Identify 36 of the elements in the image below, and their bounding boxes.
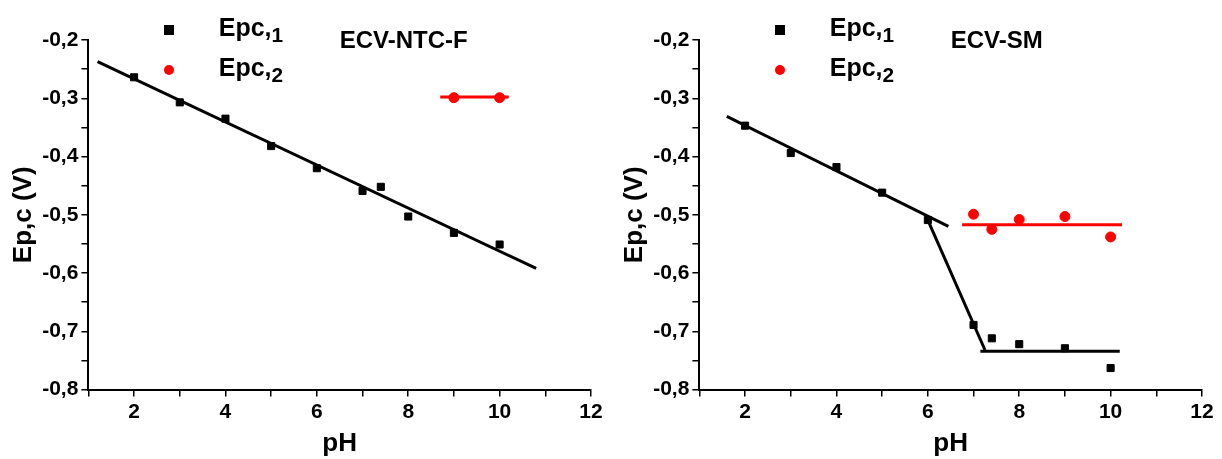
y-tick-label: -0,3 — [653, 85, 690, 109]
chart-title: ECV-NTC-F — [339, 26, 468, 54]
y-tick-label: -0,8 — [653, 376, 690, 400]
x-tick-label: 12 — [579, 399, 603, 422]
x-tick-label: 8 — [1013, 399, 1026, 422]
y-tick-label: -0,2 — [42, 26, 79, 50]
y-tick-label: -0,5 — [653, 201, 690, 225]
legend-label: Epc,$_{1}$ — [829, 13, 895, 47]
x-tick-label: 6 — [311, 399, 323, 422]
y-tick-label: -0,6 — [42, 259, 79, 283]
legend-label: Epc,$_{2}$ — [218, 53, 284, 87]
x-axis-title: pH — [933, 426, 969, 457]
x-axis-title: pH — [322, 426, 358, 457]
y-axis-title: Ep,c (V) — [617, 166, 648, 264]
x-tick-label: 12 — [1190, 399, 1214, 422]
x-tick-label: 8 — [402, 399, 415, 422]
x-tick-label: 4 — [830, 399, 843, 422]
x-tick-label: 10 — [1098, 399, 1123, 422]
chart-title: ECV-SM — [950, 26, 1043, 54]
y-tick-label: -0,3 — [42, 85, 79, 109]
y-tick-label: -0,5 — [42, 201, 79, 225]
y-tick-label: -0,7 — [42, 318, 79, 342]
y-tick-label: -0,4 — [653, 143, 690, 167]
x-tick-label: 4 — [219, 399, 232, 422]
x-tick-label: 2 — [739, 399, 751, 422]
y-tick-label: -0,7 — [653, 318, 690, 342]
y-tick-label: -0,2 — [653, 26, 690, 50]
legend-label: Epc,$_{1}$ — [218, 13, 284, 47]
x-tick-label: 10 — [487, 399, 512, 422]
y-tick-label: -0,8 — [42, 376, 79, 400]
y-tick-label: -0,6 — [653, 259, 690, 283]
x-tick-label: 2 — [128, 399, 140, 422]
y-axis-title: Ep,c (V) — [6, 166, 37, 264]
x-tick-label: 6 — [922, 399, 934, 422]
legend-label: Epc,$_{2}$ — [829, 53, 895, 87]
y-tick-label: -0,4 — [42, 143, 79, 167]
